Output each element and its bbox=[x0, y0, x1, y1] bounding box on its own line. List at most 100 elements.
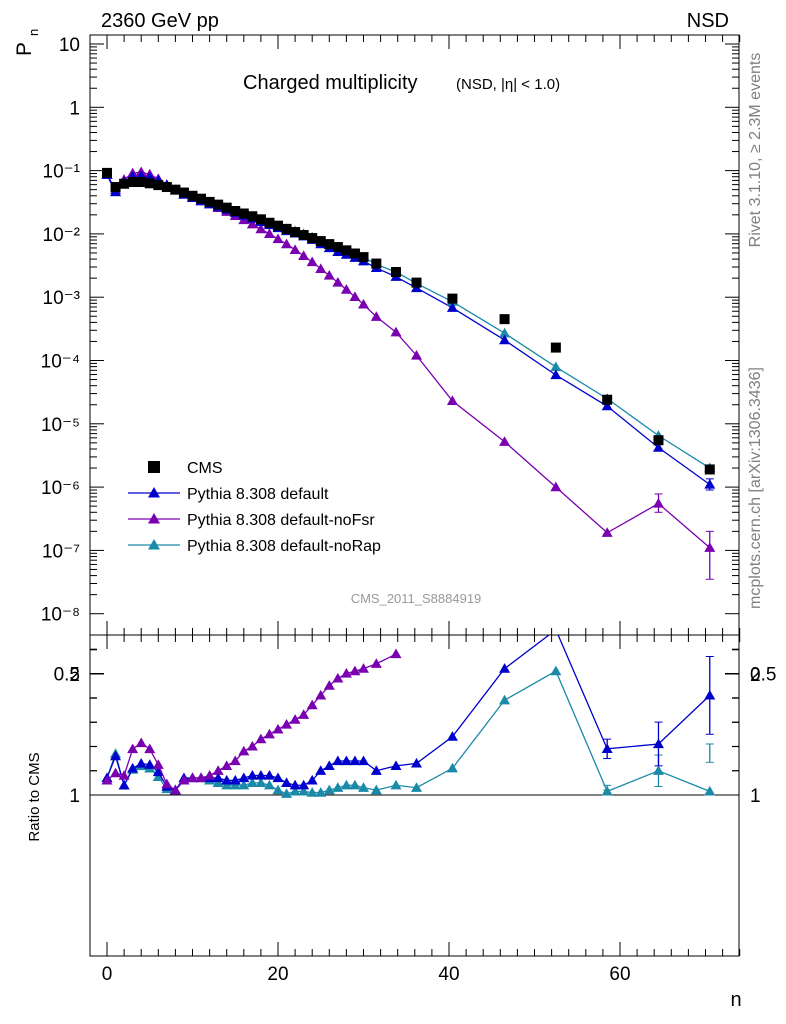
ratio-point bbox=[323, 680, 335, 690]
data-point bbox=[653, 435, 664, 446]
main-panel: 10 1 10⁻¹ 10⁻² 10⁻³ 10⁻⁴ 10⁻⁵ 10⁻⁶ 10⁻⁷ 10⁻⁸ CMS P… bbox=[41, 34, 741, 636]
ratio-point bbox=[238, 745, 250, 756]
ratio-point bbox=[370, 658, 382, 668]
data-point bbox=[349, 248, 360, 259]
legend-marker bbox=[148, 461, 160, 473]
data-point bbox=[119, 178, 130, 189]
y-tick-label: 10⁻⁵ bbox=[41, 415, 80, 436]
ratio-point bbox=[255, 770, 267, 780]
ratio-axes: 0.5 0.51 12 20 20 40 60 bbox=[54, 635, 776, 985]
mc-point bbox=[550, 369, 562, 380]
legend-label: Pythia 8.308 default-noRap bbox=[187, 538, 381, 555]
y-axis-label-sub: n bbox=[26, 29, 41, 36]
ratio-point bbox=[246, 740, 258, 751]
ratio-point bbox=[370, 765, 382, 775]
ratio-point bbox=[246, 777, 258, 787]
data-point bbox=[704, 464, 715, 475]
legend-label: CMS bbox=[187, 460, 223, 477]
side-mcplots-label: mcplots.cern.ch [arXiv:1306.3436] bbox=[747, 367, 764, 609]
data-point bbox=[102, 167, 112, 178]
y-tick-label: 10⁻⁸ bbox=[41, 605, 80, 626]
ratio-point bbox=[298, 785, 310, 796]
ratio-series bbox=[101, 635, 716, 798]
ratio-point bbox=[272, 723, 284, 734]
ratio-point bbox=[652, 765, 664, 775]
ratio-point bbox=[255, 777, 267, 787]
y-axis-label: P bbox=[13, 42, 36, 56]
ratio-point bbox=[298, 779, 310, 790]
ratio-point bbox=[340, 668, 352, 678]
ratio-point bbox=[272, 784, 284, 795]
data-point bbox=[161, 182, 172, 193]
mc-point bbox=[652, 498, 664, 508]
data-point bbox=[307, 233, 318, 244]
data-point bbox=[255, 214, 266, 225]
process-label: NSD bbox=[687, 10, 729, 32]
mc-point bbox=[370, 311, 382, 321]
ratio-point bbox=[349, 755, 361, 766]
ratio-point bbox=[370, 784, 382, 795]
ratio-point bbox=[152, 771, 164, 781]
ratio-point bbox=[390, 760, 402, 770]
analysis-watermark: CMS_2011_S8884919 bbox=[351, 591, 482, 606]
ratio-point bbox=[281, 719, 293, 729]
ratio-point bbox=[289, 785, 301, 796]
ratio-point bbox=[263, 770, 275, 780]
ratio-point bbox=[187, 772, 198, 783]
data-point bbox=[358, 252, 369, 263]
legend-label: Pythia 8.308 default-noFsr bbox=[187, 512, 375, 529]
ratio-point bbox=[195, 772, 207, 783]
data-point bbox=[204, 196, 215, 207]
data-point bbox=[324, 239, 335, 250]
ratio-point bbox=[101, 774, 113, 785]
ratio-point bbox=[281, 777, 293, 787]
mc-point bbox=[499, 327, 511, 338]
ratio-point bbox=[135, 737, 147, 748]
side-rivet-label: Rivet 3.1.10, ≥ 2.3M events bbox=[747, 53, 764, 248]
ratio-point bbox=[127, 762, 139, 773]
ratio-point bbox=[298, 709, 310, 719]
ratio-point bbox=[263, 779, 275, 790]
y-tick-label: 10⁻⁴ bbox=[41, 352, 80, 373]
ratio-point bbox=[204, 770, 216, 780]
ratio-point bbox=[229, 774, 241, 785]
ratio-point bbox=[358, 782, 369, 792]
series-line bbox=[106, 174, 711, 486]
x-tick-label: 20 bbox=[267, 964, 288, 985]
mc-point bbox=[306, 256, 318, 267]
ratio-point bbox=[652, 738, 664, 749]
mc-point bbox=[704, 542, 716, 552]
ratio-point bbox=[221, 774, 233, 785]
ratio-point bbox=[704, 785, 716, 796]
ratio-y-tick-label: 0.5 bbox=[54, 665, 80, 686]
data-point bbox=[170, 184, 181, 195]
ratio-point bbox=[550, 665, 562, 676]
data-point bbox=[273, 220, 283, 231]
x-tick-label: 60 bbox=[609, 964, 630, 985]
ratio-point bbox=[238, 779, 250, 790]
ratio-point bbox=[110, 767, 122, 778]
mc-point bbox=[704, 478, 716, 489]
plot-title: Charged multiplicity bbox=[243, 72, 418, 94]
mc-point bbox=[358, 298, 369, 309]
legend: CMS Pythia 8.308 default Pythia 8.308 defa… bbox=[128, 460, 381, 555]
ratio-point bbox=[255, 733, 267, 744]
ratio-point bbox=[315, 689, 327, 700]
x-tick-label: 0 bbox=[102, 964, 113, 985]
y-tick-label: 10⁻³ bbox=[43, 288, 81, 309]
energy-label: 2360 GeV pp bbox=[101, 10, 219, 32]
plot-subtitle: (NSD, |η| < 1.0) bbox=[456, 76, 560, 93]
data-point bbox=[281, 223, 292, 234]
mc-point bbox=[340, 284, 352, 294]
ratio-point bbox=[358, 663, 369, 673]
legend-marker bbox=[148, 539, 160, 550]
ratio-y-tick-label-right: 1 bbox=[750, 786, 761, 807]
data-point bbox=[550, 342, 561, 353]
ratio-point bbox=[229, 755, 241, 766]
ratio-point bbox=[390, 648, 402, 659]
ratio-point bbox=[289, 714, 301, 724]
ratio-point bbox=[144, 743, 156, 754]
ratio-point bbox=[118, 770, 130, 780]
ratio-point bbox=[152, 759, 164, 769]
mc-point bbox=[281, 238, 293, 249]
